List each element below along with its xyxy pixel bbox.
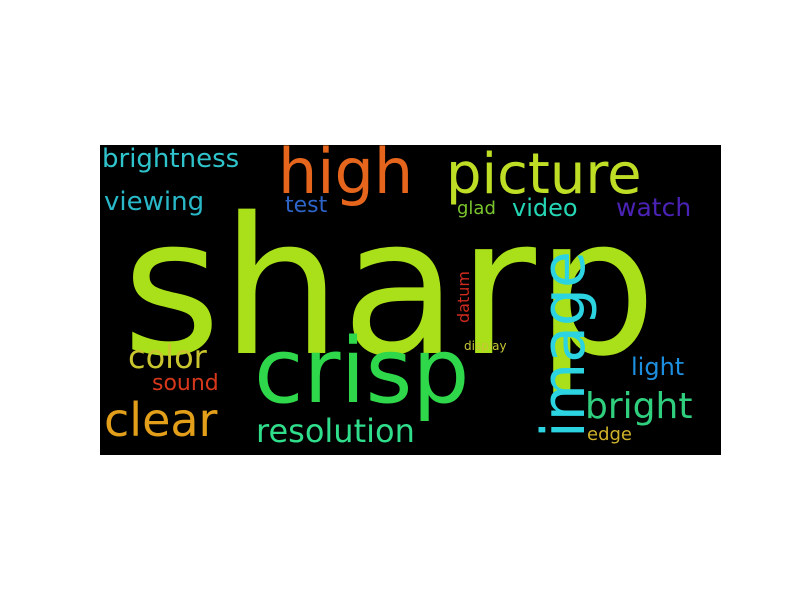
word-glad: glad [457,198,496,219]
word-resolution: resolution [256,412,415,450]
word-clear: clear [104,393,218,447]
word-crisp: crisp [254,319,470,424]
word-test: test [285,193,328,218]
word-sound: sound [152,371,219,396]
word-high: high [278,145,414,208]
word-display: display [464,339,507,353]
word-picture: picture [446,145,642,207]
word-bright: bright [585,386,693,427]
word-cloud: sharp high picture brightness viewing te… [100,145,721,455]
word-watch: watch [616,193,692,222]
word-viewing: viewing [104,187,205,217]
word-datum: datum [454,271,473,323]
word-sharp: sharp [122,177,657,398]
word-edge: edge [587,424,632,445]
word-light: light [631,353,685,381]
word-brightness: brightness [102,145,240,174]
word-color: color [128,338,207,376]
word-video: video [512,194,578,222]
